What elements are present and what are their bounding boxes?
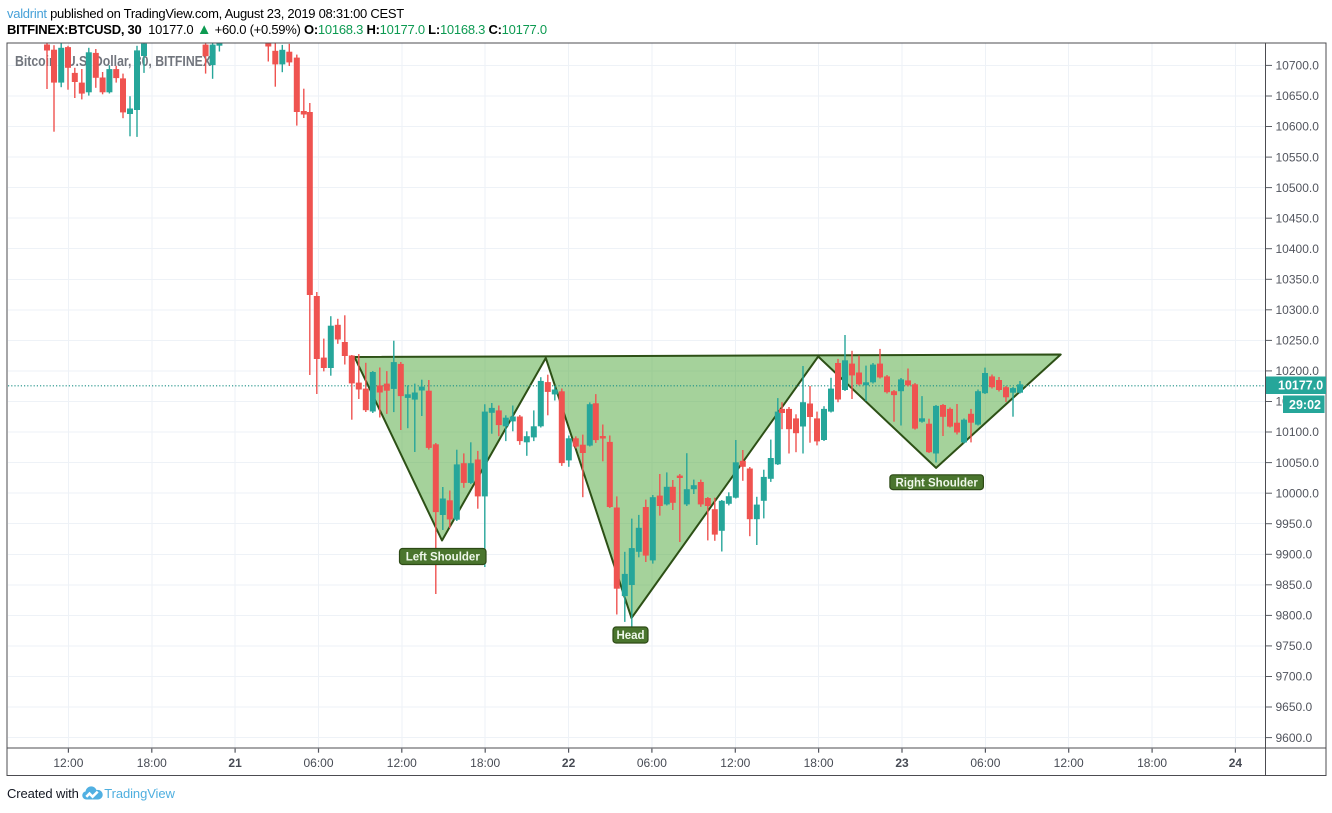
- svg-text:18:00: 18:00: [137, 756, 167, 770]
- svg-text:10600.0: 10600.0: [1276, 120, 1320, 134]
- svg-text:9900.0: 9900.0: [1276, 548, 1313, 562]
- svg-text:9750.0: 9750.0: [1276, 639, 1313, 653]
- svg-text:10700.0: 10700.0: [1276, 59, 1320, 73]
- svg-text:10400.0: 10400.0: [1276, 242, 1320, 256]
- svg-text:10200.0: 10200.0: [1276, 364, 1320, 378]
- svg-text:Right Shoulder: Right Shoulder: [895, 477, 978, 489]
- svg-text:21: 21: [228, 756, 242, 770]
- svg-text:9950.0: 9950.0: [1276, 517, 1313, 531]
- svg-text:Left Shoulder: Left Shoulder: [406, 552, 481, 564]
- svg-text:12:00: 12:00: [387, 756, 417, 770]
- svg-text:22: 22: [562, 756, 576, 770]
- svg-text:10100.0: 10100.0: [1276, 425, 1320, 439]
- svg-text:10050.0: 10050.0: [1276, 456, 1320, 470]
- svg-text:18:00: 18:00: [1137, 756, 1167, 770]
- svg-text:9700.0: 9700.0: [1276, 670, 1313, 684]
- svg-text:10550.0: 10550.0: [1276, 150, 1320, 164]
- svg-text:10450.0: 10450.0: [1276, 211, 1320, 225]
- svg-text:10650.0: 10650.0: [1276, 89, 1320, 103]
- svg-text:Head: Head: [616, 630, 644, 642]
- svg-text:10177.0: 10177.0: [1278, 379, 1323, 393]
- svg-text:Bitcoin / U.S. Dollar, 30, BIT: Bitcoin / U.S. Dollar, 30, BITFINEX: [15, 53, 211, 70]
- svg-text:18:00: 18:00: [470, 756, 500, 770]
- svg-text:10000.0: 10000.0: [1276, 486, 1320, 500]
- svg-text:10250.0: 10250.0: [1276, 334, 1320, 348]
- svg-text:23: 23: [895, 756, 909, 770]
- svg-text:12:00: 12:00: [1054, 756, 1084, 770]
- svg-text:06:00: 06:00: [970, 756, 1000, 770]
- svg-text:9850.0: 9850.0: [1276, 578, 1313, 592]
- svg-text:24: 24: [1229, 756, 1243, 770]
- svg-text:29:02: 29:02: [1289, 398, 1321, 412]
- svg-text:9800.0: 9800.0: [1276, 609, 1313, 623]
- svg-text:18:00: 18:00: [804, 756, 834, 770]
- svg-text:06:00: 06:00: [303, 756, 333, 770]
- svg-text:10500.0: 10500.0: [1276, 181, 1320, 195]
- svg-text:10300.0: 10300.0: [1276, 303, 1320, 317]
- svg-text:12:00: 12:00: [720, 756, 750, 770]
- svg-text:12:00: 12:00: [53, 756, 83, 770]
- svg-text:9600.0: 9600.0: [1276, 731, 1313, 745]
- svg-text:06:00: 06:00: [637, 756, 667, 770]
- svg-text:10350.0: 10350.0: [1276, 273, 1320, 287]
- svg-text:9650.0: 9650.0: [1276, 700, 1313, 714]
